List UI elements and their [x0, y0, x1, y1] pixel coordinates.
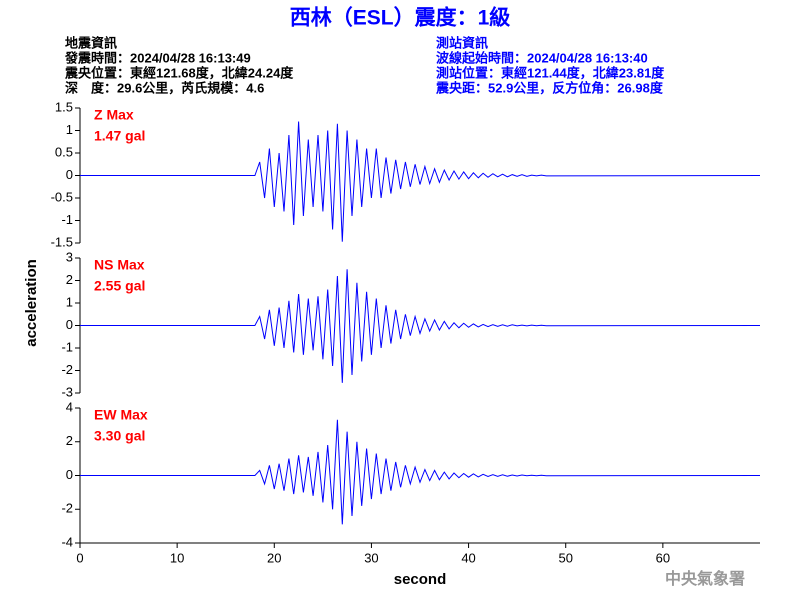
x-tick-label: 20 — [267, 550, 281, 565]
waveform — [80, 269, 761, 383]
y-tick-label: 0.5 — [55, 144, 73, 159]
info-left: 震央位置：東經121.68度，北緯24.24度 — [64, 65, 294, 80]
x-tick-label: 50 — [558, 550, 572, 565]
y-tick-label: 1 — [66, 122, 73, 137]
x-tick-label: 30 — [364, 550, 378, 565]
panel-label: Z Max — [94, 107, 134, 123]
y-axis-label: acceleration — [23, 259, 40, 347]
chart-title: 西林（ESL）震度：1級 — [290, 6, 511, 30]
info-left: 發震時間：2024/04/28 16:13:49 — [64, 50, 251, 65]
y-tick-label: -2 — [61, 501, 73, 516]
panel-max: 2.55 gal — [94, 278, 145, 294]
y-tick-label: 2 — [66, 433, 73, 448]
panel-max: 3.30 gal — [94, 428, 145, 444]
x-tick-label: 40 — [461, 550, 475, 565]
y-tick-label: 0 — [66, 467, 73, 482]
y-tick-label: -0.5 — [51, 189, 73, 204]
y-tick-label: -2 — [61, 362, 73, 377]
y-tick-label: -4 — [61, 534, 73, 549]
y-tick-label: 3 — [66, 249, 73, 264]
x-axis-label: second — [394, 571, 447, 588]
y-tick-label: 1 — [66, 294, 73, 309]
y-tick-label: -1 — [61, 339, 73, 354]
panel-label: NS Max — [94, 257, 145, 273]
info-right: 測站資訊 — [436, 35, 488, 50]
y-tick-label: 0 — [66, 167, 73, 182]
y-tick-label: -3 — [61, 384, 73, 399]
y-tick-label: 2 — [66, 272, 73, 287]
x-tick-label: 60 — [656, 550, 670, 565]
watermark: 中央氣象署 — [665, 569, 745, 588]
panel-label: EW Max — [94, 407, 148, 423]
y-tick-label: -1 — [61, 212, 73, 227]
x-tick-label: 0 — [76, 550, 83, 565]
y-tick-label: 0 — [66, 317, 73, 332]
x-tick-label: 10 — [170, 550, 184, 565]
y-tick-label: 1.5 — [55, 99, 73, 114]
info-right: 震央距：52.9公里，反方位角：26.98度 — [435, 80, 664, 95]
info-left: 地震資訊 — [65, 35, 117, 50]
info-right: 測站位置：東經121.44度，北緯23.81度 — [436, 65, 665, 80]
info-left: 深 度：29.6公里，芮氏規模：4.6 — [65, 80, 264, 95]
waveform — [80, 121, 761, 242]
panel-max: 1.47 gal — [94, 128, 145, 144]
info-right: 波線起始時間：2024/04/28 16:13:40 — [436, 50, 648, 65]
y-tick-label: 4 — [66, 399, 73, 414]
waveform — [80, 419, 761, 525]
y-tick-label: -1.5 — [51, 234, 73, 249]
